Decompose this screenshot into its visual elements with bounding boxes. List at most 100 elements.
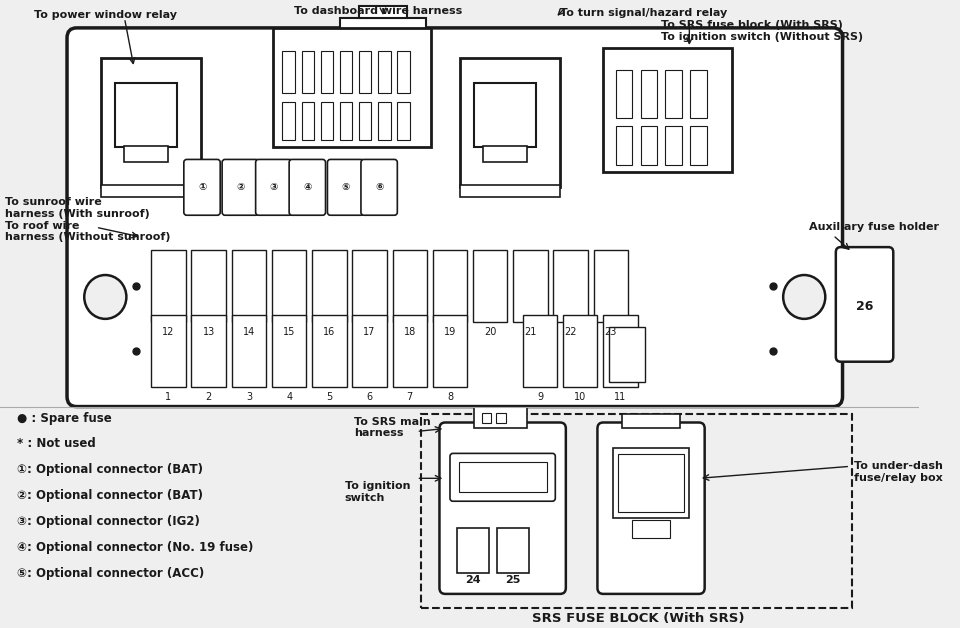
Bar — [553, 250, 588, 322]
Text: To SRS main
harness: To SRS main harness — [354, 416, 431, 438]
Text: ③: ③ — [270, 182, 278, 192]
Bar — [474, 83, 536, 148]
Bar — [397, 51, 410, 93]
Bar — [125, 146, 168, 163]
Text: ⑤: ⑤ — [342, 182, 349, 192]
FancyBboxPatch shape — [450, 453, 555, 501]
Bar — [665, 70, 682, 117]
Text: 17: 17 — [364, 327, 375, 337]
Bar — [393, 315, 427, 387]
Text: Auxiliary fuse holder: Auxiliary fuse holder — [809, 222, 939, 232]
Bar — [282, 102, 295, 139]
Bar — [603, 48, 732, 173]
FancyBboxPatch shape — [183, 160, 220, 215]
Text: 4: 4 — [286, 392, 292, 402]
Text: To sunroof wire
harness (With sunroof)
To roof wire
harness (Without sunroof): To sunroof wire harness (With sunroof) T… — [5, 197, 170, 242]
Bar — [484, 146, 527, 163]
Text: 8: 8 — [447, 392, 453, 402]
Bar — [272, 315, 306, 387]
Text: ④: ④ — [303, 182, 311, 192]
Bar — [321, 51, 333, 93]
Bar — [640, 70, 657, 117]
Text: 15: 15 — [283, 327, 296, 337]
Bar — [482, 413, 492, 423]
Bar — [593, 250, 628, 322]
Bar — [101, 58, 201, 187]
Bar — [640, 126, 657, 165]
Bar — [273, 28, 431, 148]
Bar — [609, 327, 645, 382]
FancyBboxPatch shape — [67, 28, 843, 406]
Bar — [340, 18, 426, 38]
Bar — [690, 70, 707, 117]
Circle shape — [84, 275, 127, 319]
Bar — [632, 520, 670, 538]
Text: 16: 16 — [324, 327, 335, 337]
Bar — [460, 185, 560, 197]
Text: SRS FUSE BLOCK (With SRS): SRS FUSE BLOCK (With SRS) — [533, 612, 745, 625]
Text: 14: 14 — [243, 327, 255, 337]
FancyBboxPatch shape — [361, 160, 397, 215]
Bar — [352, 250, 387, 322]
FancyBboxPatch shape — [440, 423, 565, 594]
Bar — [312, 250, 347, 322]
Bar — [622, 413, 680, 428]
Text: 26: 26 — [856, 300, 874, 313]
Text: ②: ② — [236, 182, 245, 192]
Bar — [665, 126, 682, 165]
Bar — [615, 70, 632, 117]
FancyBboxPatch shape — [327, 160, 364, 215]
FancyBboxPatch shape — [836, 247, 893, 362]
Bar — [433, 315, 468, 387]
Bar — [690, 126, 707, 165]
Text: 9: 9 — [537, 392, 543, 402]
Bar — [378, 51, 391, 93]
Text: * : Not used: * : Not used — [17, 438, 96, 450]
Bar — [340, 102, 352, 139]
Text: 5: 5 — [326, 392, 332, 402]
Bar — [312, 315, 347, 387]
Bar — [191, 250, 226, 322]
Bar — [433, 250, 468, 322]
Text: ⑥: ⑥ — [375, 182, 383, 192]
Text: To ignition
switch: To ignition switch — [345, 481, 410, 503]
Text: 23: 23 — [605, 327, 617, 337]
FancyBboxPatch shape — [222, 160, 258, 215]
Text: ④: Optional connector (No. 19 fuse): ④: Optional connector (No. 19 fuse) — [17, 541, 253, 554]
Bar — [397, 102, 410, 139]
Text: To SRS fuse block (With SRS)
To ignition switch (Without SRS): To SRS fuse block (With SRS) To ignition… — [660, 20, 863, 41]
Bar — [101, 185, 201, 197]
Bar — [496, 413, 506, 423]
Circle shape — [783, 275, 826, 319]
Bar — [603, 315, 637, 387]
Bar — [352, 315, 387, 387]
Text: 18: 18 — [403, 327, 416, 337]
Bar — [340, 51, 352, 93]
Bar — [231, 250, 266, 322]
Bar — [497, 528, 530, 573]
Text: 2: 2 — [205, 392, 212, 402]
Text: ⑤: Optional connector (ACC): ⑤: Optional connector (ACC) — [17, 567, 204, 580]
Text: ③: Optional connector (IG2): ③: Optional connector (IG2) — [17, 515, 200, 528]
Bar — [359, 6, 407, 18]
Text: 6: 6 — [367, 392, 372, 402]
Bar — [359, 51, 372, 93]
Bar — [378, 102, 391, 139]
Text: To power window relay: To power window relay — [34, 10, 177, 20]
Text: 13: 13 — [203, 327, 215, 337]
Text: ①: Optional connector (BAT): ①: Optional connector (BAT) — [17, 463, 204, 477]
Bar — [618, 455, 684, 512]
Text: ②: Optional connector (BAT): ②: Optional connector (BAT) — [17, 489, 204, 502]
Text: 19: 19 — [444, 327, 456, 337]
Bar — [457, 528, 490, 573]
Text: 10: 10 — [574, 392, 587, 402]
Bar — [523, 315, 557, 387]
Text: 25: 25 — [506, 575, 521, 585]
Bar — [115, 83, 178, 148]
Bar — [474, 406, 527, 428]
FancyBboxPatch shape — [255, 160, 292, 215]
Bar — [272, 250, 306, 322]
Bar — [231, 315, 266, 387]
Bar — [612, 448, 689, 518]
FancyBboxPatch shape — [289, 160, 325, 215]
